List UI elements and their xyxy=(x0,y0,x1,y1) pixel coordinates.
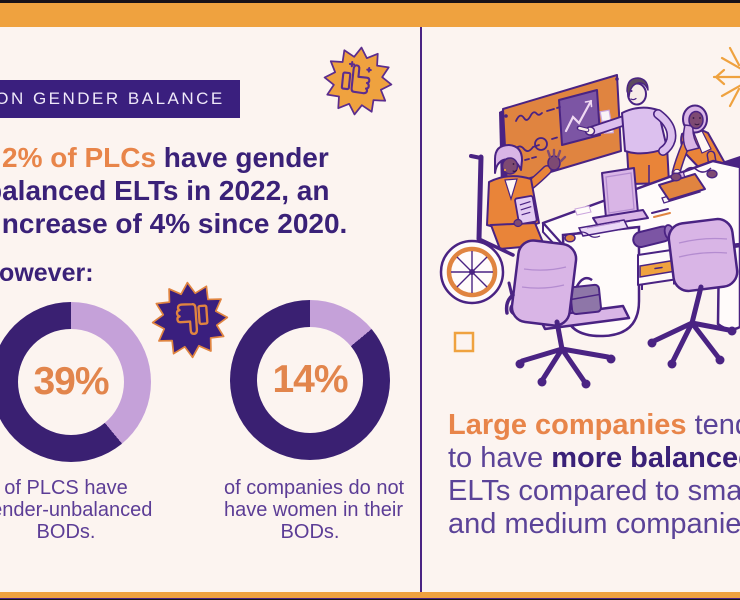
paragraph-line-3: ELTs compared to small xyxy=(448,475,740,507)
section-badge-label: ON GENDER BALANCE xyxy=(0,89,225,108)
bottom-orange-bar xyxy=(0,592,740,598)
paragraph-line-4: and medium companies xyxy=(448,508,740,540)
sparkle-icon xyxy=(712,46,740,108)
thumbs-up-icon xyxy=(323,46,393,116)
headline-line-3: increase of 4% since 2020. xyxy=(0,208,348,239)
bottom-purple-line xyxy=(0,597,740,600)
donut-caption-39: of PLCS have gender-unbalanced BODs. xyxy=(0,477,153,543)
donut-value-label: 14% xyxy=(272,358,348,401)
square-accent xyxy=(453,331,475,353)
headline: 2% of PLCs have gender balanced ELTs in … xyxy=(0,141,348,240)
thumbs-down-icon xyxy=(151,281,229,359)
donut-caption-14: of companies do not have women in their … xyxy=(224,477,405,543)
mouse xyxy=(564,233,576,243)
section-badge: ON GENDER BALANCE xyxy=(0,80,240,118)
headline-highlight: 2% of PLCs xyxy=(2,142,157,173)
headline-line-2: balanced ELTs in 2022, an xyxy=(0,175,330,206)
paragraph-line-2: to have more balanced xyxy=(448,442,740,474)
paragraph-highlight: Large companies xyxy=(448,409,687,441)
laptop xyxy=(592,167,649,227)
insight-paragraph: Large companies tend to have more balanc… xyxy=(448,409,740,541)
office-chair-left xyxy=(504,239,631,389)
standing-man xyxy=(576,77,677,185)
donut-value-label: 39% xyxy=(33,360,109,403)
donut-chart-14: 14% xyxy=(230,300,390,460)
top-black-bar xyxy=(0,0,740,3)
wheelchair-wheel xyxy=(439,239,505,305)
donut-chart-39: 39% xyxy=(0,302,151,462)
headline-line-1: 2% of PLCs have gender xyxy=(2,142,329,173)
bag xyxy=(569,276,602,315)
panel-divider xyxy=(419,27,422,592)
keyboard xyxy=(577,219,630,237)
office-chair-right xyxy=(647,217,739,369)
donut-hole: 39% xyxy=(18,329,124,435)
donut-hole: 14% xyxy=(257,327,363,433)
paragraph-line-1: Large companies tend xyxy=(448,409,740,441)
top-orange-band xyxy=(0,3,740,27)
team-meeting-illustration xyxy=(439,46,740,389)
subheading: However: xyxy=(0,259,94,287)
